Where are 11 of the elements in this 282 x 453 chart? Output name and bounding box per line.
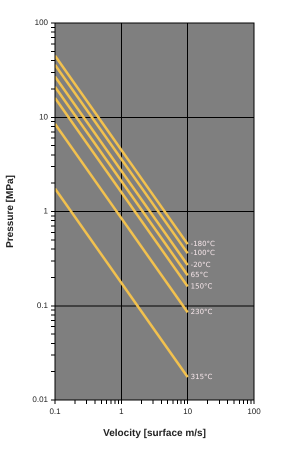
x-axis-title: Velocity [surface m/s] bbox=[103, 428, 206, 439]
y-tick-label: 10 bbox=[39, 112, 49, 122]
x-tick-label: 100 bbox=[247, 407, 262, 416]
y-tick-label: 100 bbox=[34, 18, 49, 28]
y-tick-label: 1 bbox=[44, 206, 49, 216]
y-tick-label: 0.01 bbox=[32, 395, 49, 404]
x-tick-label: 1 bbox=[119, 407, 124, 416]
x-tick-label: 0.1 bbox=[49, 407, 62, 416]
x-tick-label: 10 bbox=[183, 407, 193, 416]
y-tick-label: 0.1 bbox=[36, 300, 49, 310]
y-axis-title: Pressure [MPa] bbox=[4, 175, 16, 248]
